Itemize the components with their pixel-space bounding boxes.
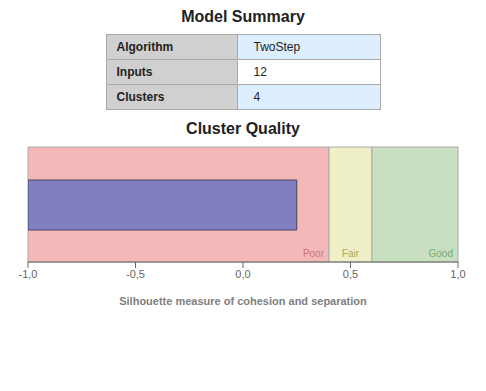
html-text:Model Summary: Model Summary <box>181 8 305 25</box>
svg-text:1,0: 1,0 <box>450 268 465 280</box>
html-text:4: 4 <box>253 90 261 104</box>
svg-text:-1,0: -1,0 <box>19 268 38 280</box>
svg-text:Good: Good <box>429 248 453 259</box>
svg-text:0,0: 0,0 <box>235 268 250 280</box>
html-text:TwoStep: TwoStep <box>253 40 301 54</box>
svg-text:Poor: Poor <box>303 248 325 259</box>
html-text:12: 12 <box>253 65 267 79</box>
html-text:Algorithm: Algorithm <box>116 40 174 54</box>
svg-text:Fair: Fair <box>342 248 360 259</box>
svg-text:0,5: 0,5 <box>343 268 358 280</box>
html-text:Clusters: Clusters <box>116 90 165 104</box>
html-text:Inputs: Inputs <box>116 65 153 79</box>
svg-text:-0,5: -0,5 <box>126 268 145 280</box>
html-text:Cluster Quality: Cluster Quality <box>186 120 300 137</box>
svg-text:Silhouette measure of cohesion: Silhouette measure of cohesion and separ… <box>119 295 367 307</box>
